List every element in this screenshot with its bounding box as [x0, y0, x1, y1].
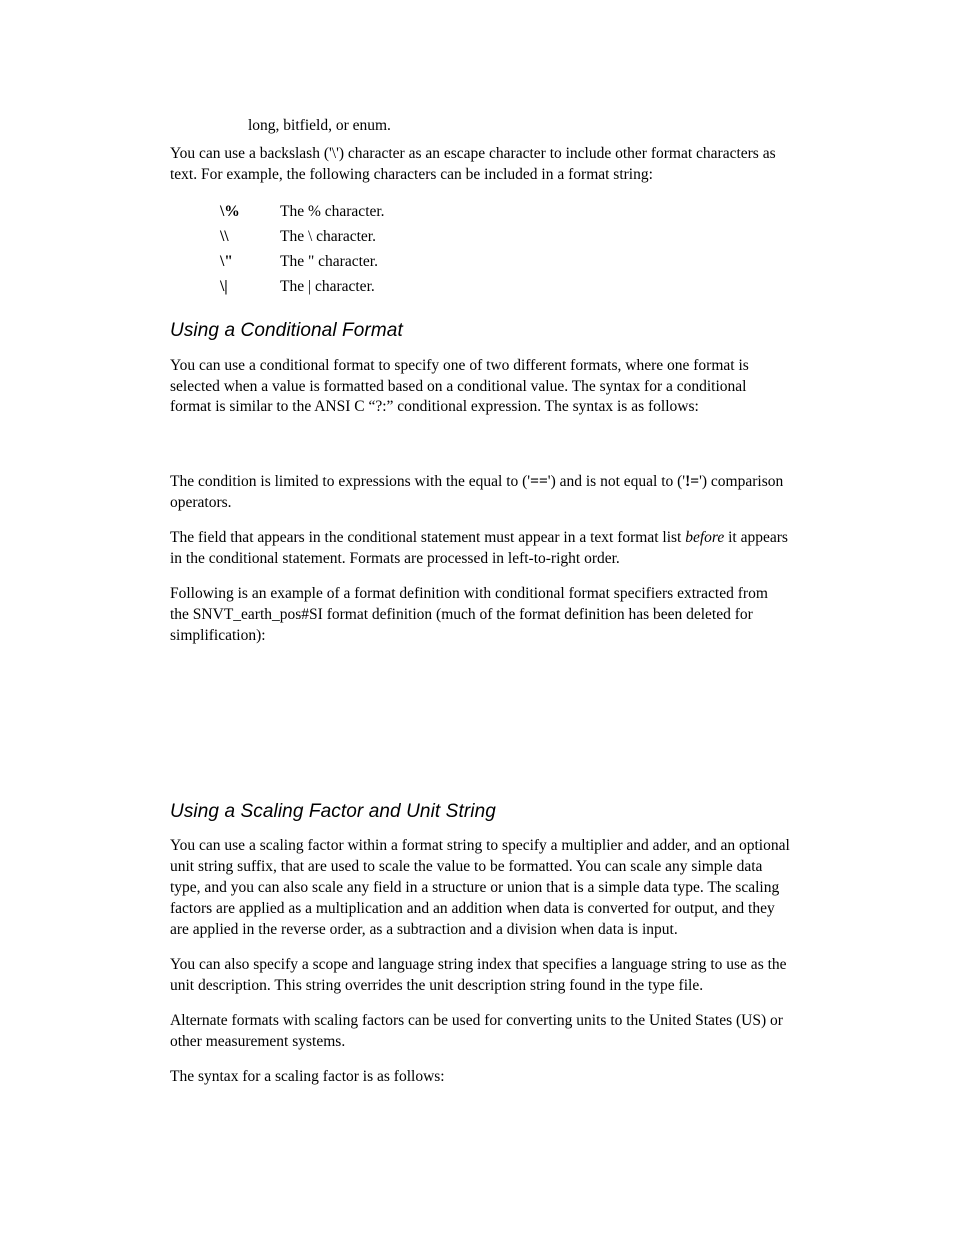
escape-symbol: \\ [220, 225, 280, 250]
escape-symbol: \| [220, 275, 280, 300]
text-run: The field that appears in the conditiona… [170, 529, 685, 546]
paragraph-scaling-intro: You can use a scaling factor within a fo… [170, 836, 790, 941]
hanging-line: long, bitfield, or enum. [248, 116, 790, 137]
heading-scaling-factor: Using a Scaling Factor and Unit String [170, 799, 790, 825]
escape-description: The | character. [280, 275, 385, 300]
paragraph-conditional-order: The field that appears in the conditiona… [170, 528, 790, 570]
syntax-placeholder [170, 432, 790, 472]
escape-description: The " character. [280, 250, 385, 275]
paragraph-scaling-scope: You can also specify a scope and languag… [170, 955, 790, 997]
escape-description: The \ character. [280, 225, 385, 250]
table-row: \| The | character. [220, 275, 385, 300]
escape-char-table: \% The % character. \\ The \ character. … [220, 200, 385, 300]
paragraph-scaling-syntax: The syntax for a scaling factor is as fo… [170, 1067, 790, 1088]
text-run: ') and is not equal to (' [548, 473, 685, 490]
paragraph-escape-intro: You can use a backslash ('\') character … [170, 144, 790, 186]
paragraph-conditional-operators: The condition is limited to expressions … [170, 472, 790, 514]
heading-conditional-format: Using a Conditional Format [170, 318, 790, 344]
escape-symbol: \" [220, 250, 280, 275]
document-page: long, bitfield, or enum. You can use a b… [0, 0, 954, 1235]
paragraph-conditional-example: Following is an example of a format defi… [170, 584, 790, 647]
example-placeholder [170, 661, 790, 781]
paragraph-conditional-intro: You can use a conditional format to spec… [170, 356, 790, 419]
bold-ne: != [685, 473, 699, 490]
table-row: \\ The \ character. [220, 225, 385, 250]
table-row: \% The % character. [220, 200, 385, 225]
text-run: The condition is limited to expressions … [170, 473, 530, 490]
table-row: \" The " character. [220, 250, 385, 275]
emphasized-before: before [685, 529, 724, 546]
escape-description: The % character. [280, 200, 385, 225]
content-column: long, bitfield, or enum. You can use a b… [170, 100, 790, 1102]
escape-symbol: \% [220, 200, 280, 225]
paragraph-scaling-alternate: Alternate formats with scaling factors c… [170, 1011, 790, 1053]
bold-eq: == [530, 473, 548, 490]
